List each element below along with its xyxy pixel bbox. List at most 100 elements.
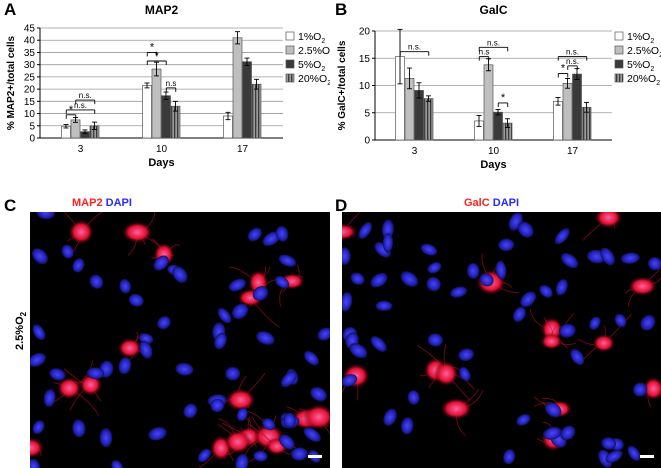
significance-label: n.s.: [408, 43, 421, 52]
nucleus: [317, 327, 330, 341]
nucleus: [589, 316, 601, 330]
significance-label: n.s: [166, 79, 177, 88]
x-tick-label: 3: [78, 144, 84, 155]
x-tick-label: 10: [156, 144, 168, 155]
nucleus: [342, 247, 351, 265]
chart-title: GalC: [479, 3, 507, 17]
marker-positive-cell: [30, 437, 45, 459]
significance-label: n.s.: [566, 57, 579, 66]
nucleus: [139, 340, 153, 359]
dapi-label-c: DAPI: [105, 197, 132, 209]
y-tick-label: 40: [24, 36, 36, 47]
bar: [483, 64, 494, 141]
nucleus: [214, 332, 227, 350]
nucleus: [401, 417, 414, 435]
x-tick-label: 3: [412, 146, 418, 157]
nucleus: [450, 286, 468, 298]
bar: [142, 85, 152, 139]
nucleus: [498, 238, 515, 252]
nucleus: [232, 303, 249, 320]
x-axis-label: Days: [148, 157, 174, 169]
nucleus: [539, 284, 553, 298]
y-tick-label: 20: [24, 85, 36, 96]
nucleus: [290, 447, 308, 461]
nucleus: [183, 403, 198, 419]
nucleus: [561, 252, 579, 269]
nucleus: [49, 368, 66, 381]
y-axis-label: % GalC+/total cells: [337, 40, 348, 130]
nucleus: [278, 434, 295, 450]
x-tick-label: 17: [237, 144, 249, 155]
legend-swatch: [614, 45, 624, 55]
legend-label: 1%O2: [627, 31, 654, 45]
nucleus: [620, 252, 640, 264]
nucleus: [236, 407, 248, 422]
legend-label: 20%O2: [298, 73, 330, 87]
y-tick-label: 10: [24, 109, 36, 120]
nucleus: [503, 449, 516, 465]
y-tick-label: 30: [24, 60, 36, 71]
significance-label: n.s: [479, 48, 490, 57]
bar: [423, 98, 434, 141]
nucleus: [262, 231, 281, 247]
nucleus: [31, 248, 48, 265]
nucleus: [303, 427, 321, 442]
nucleus: [383, 408, 397, 426]
nucleus: [375, 300, 393, 311]
y-tick-label: 15: [24, 97, 36, 108]
nucleus: [89, 274, 104, 289]
nucleus: [32, 420, 45, 435]
nucleus: [342, 292, 353, 312]
significance-label: *: [561, 63, 566, 75]
nucleus: [148, 427, 167, 441]
legend-label: 5%O2: [627, 59, 654, 73]
marker-positive-cell: [594, 212, 623, 229]
legend-swatch: [614, 73, 624, 83]
micrograph-d-title: GalC DAPI: [464, 197, 519, 209]
nucleus: [560, 425, 576, 441]
nucleus: [467, 262, 480, 279]
nucleus: [627, 445, 641, 461]
y-tick-label: 25: [24, 72, 36, 83]
nucleus: [570, 348, 585, 365]
nucleus: [228, 278, 247, 292]
nucleus: [253, 450, 268, 462]
legend-swatch: [614, 31, 624, 41]
y-axis-label: % MAP2+/total cells: [6, 35, 17, 130]
nucleus: [118, 357, 132, 375]
nucleus: [601, 437, 617, 450]
nucleus: [157, 316, 171, 330]
significance-label: *: [155, 50, 160, 62]
bar: [251, 83, 262, 139]
nucleus: [554, 228, 570, 245]
nucleus: [43, 389, 56, 407]
nucleus: [30, 458, 40, 468]
significance-label: *: [150, 41, 155, 53]
y-tick-label: 0: [364, 136, 370, 147]
nucleus: [427, 262, 442, 274]
nucleus: [278, 254, 297, 267]
bar: [232, 37, 243, 139]
marker-positive-cell: [224, 429, 252, 454]
nucleus: [543, 426, 562, 440]
nucleus: [648, 256, 661, 271]
legend-swatch: [285, 59, 295, 69]
marker-positive-cell: [117, 338, 142, 359]
micrograph-map2: [30, 212, 330, 468]
nucleus: [426, 276, 441, 292]
nucleus: [275, 225, 289, 242]
bar: [553, 100, 563, 141]
micrograph-galc-cells: [342, 212, 661, 468]
bar: [562, 82, 573, 141]
bar: [151, 68, 162, 139]
nucleus: [72, 419, 86, 438]
nucleus: [262, 418, 276, 431]
bar: [572, 73, 582, 141]
marker-label-galc: GalC: [464, 197, 490, 209]
nucleus: [111, 460, 124, 468]
nucleus: [517, 221, 534, 238]
nucleus: [520, 291, 537, 308]
nucleus: [61, 244, 74, 259]
micrograph-galc: [342, 212, 661, 468]
legend-label: 20%O2: [627, 73, 660, 87]
